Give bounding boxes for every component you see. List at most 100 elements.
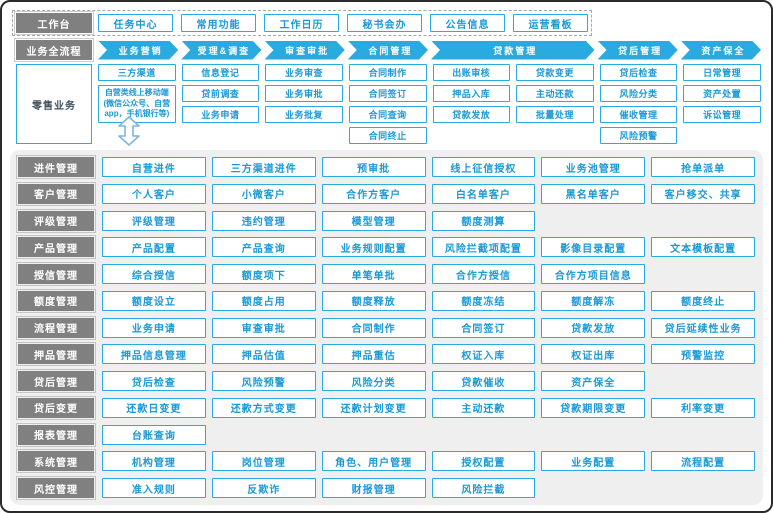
module-item[interactable]: 还款计划变更: [321, 397, 426, 418]
module-item[interactable]: 财报管理: [321, 478, 426, 498]
module-item[interactable]: 主动还款: [431, 397, 536, 418]
module-item[interactable]: 押品重估: [321, 344, 426, 365]
module-item[interactable]: 业务池管理: [541, 157, 646, 177]
retail-item[interactable]: 合同终止: [348, 127, 427, 144]
module-item[interactable]: 综合授信: [102, 264, 206, 284]
workbench-item[interactable]: 秘书会办: [347, 14, 422, 32]
module-item[interactable]: 风险预警: [211, 371, 316, 391]
retail-column: 业务审查业务审批业务批复: [265, 64, 343, 144]
module-item[interactable]: 流程配置: [651, 451, 755, 472]
module-item[interactable]: 风险分类: [321, 371, 426, 391]
module-item[interactable]: 产品配置: [102, 237, 206, 258]
retail-item[interactable]: 出账审核: [432, 64, 511, 81]
module-item[interactable]: 额度设立: [102, 290, 206, 311]
module-item[interactable]: 额度项下: [211, 264, 316, 284]
retail-item[interactable]: 自营类线上移动端(微信公众号、自营app，手机银行等): [98, 85, 176, 123]
module-item[interactable]: 额度释放: [321, 290, 426, 311]
workbench-item[interactable]: 常用功能: [181, 14, 256, 32]
module-item[interactable]: 额度终止: [651, 290, 755, 311]
module-item[interactable]: 合作方客户: [321, 183, 426, 204]
module-item[interactable]: 利率变更: [651, 397, 755, 418]
module-item[interactable]: 合同制作: [321, 317, 426, 338]
retail-item[interactable]: 贷款变更: [516, 64, 594, 81]
retail-item[interactable]: 催收管理: [599, 106, 678, 123]
retail-item[interactable]: 贷后检查: [599, 64, 678, 81]
retail-item[interactable]: 业务审查: [265, 64, 343, 81]
module-item[interactable]: 抢单派单: [651, 157, 755, 177]
module-item[interactable]: 风险拦截: [431, 478, 536, 498]
module-item[interactable]: 岗位管理: [211, 451, 316, 472]
retail-item[interactable]: 押品入库: [432, 85, 511, 102]
module-item[interactable]: 额度测算: [431, 210, 536, 231]
retail-item[interactable]: 三方渠道: [98, 64, 176, 81]
module-item[interactable]: 额度占用: [211, 290, 316, 311]
retail-item[interactable]: 贷款发放: [432, 106, 511, 123]
module-item[interactable]: 准入规则: [102, 478, 206, 498]
retail-item[interactable]: 诉讼管理: [683, 106, 761, 123]
module-item[interactable]: 预审批: [321, 157, 426, 177]
module-item[interactable]: 角色、用户管理: [321, 451, 426, 472]
module-item[interactable]: 合作方项目信息: [541, 264, 646, 284]
module-item[interactable]: 权证入库: [431, 344, 536, 365]
module-item[interactable]: 自营进件: [102, 157, 206, 177]
module-item[interactable]: 贷后延续性业务: [651, 317, 755, 338]
module-item[interactable]: 权证出库: [541, 344, 646, 365]
retail-item[interactable]: 日常管理: [683, 64, 761, 81]
module-item[interactable]: 黑名单客户: [541, 183, 646, 204]
retail-item[interactable]: 风险预警: [599, 127, 678, 144]
module-item[interactable]: 三方渠道进件: [211, 157, 316, 177]
retail-item[interactable]: 贷前调查: [181, 85, 260, 102]
module-item[interactable]: 风险拦截项配置: [431, 237, 536, 258]
retail-item[interactable]: 业务审批: [265, 85, 343, 102]
module-item[interactable]: 合作方授信: [431, 264, 536, 284]
module-item[interactable]: 合同签订: [431, 317, 536, 338]
module-item[interactable]: 审查审批: [211, 317, 316, 338]
retail-item[interactable]: 合同查询: [348, 106, 427, 123]
module-item[interactable]: 业务配置: [541, 451, 646, 472]
workbench-item[interactable]: 工作日历: [264, 14, 339, 32]
module-item[interactable]: 还款日变更: [102, 397, 206, 418]
module-item[interactable]: 额度冻结: [431, 290, 536, 311]
module-item[interactable]: 文本模板配置: [651, 237, 755, 258]
module-item[interactable]: 还款方式变更: [211, 397, 316, 418]
module-item[interactable]: 评级管理: [102, 210, 206, 231]
module-item[interactable]: 授权配置: [431, 451, 536, 472]
module-item[interactable]: 单笔单批: [321, 264, 426, 284]
module-item[interactable]: 贷后检查: [102, 371, 206, 391]
module-item[interactable]: 模型管理: [321, 210, 426, 231]
module-item[interactable]: 个人客户: [102, 183, 206, 204]
retail-item[interactable]: 批量处理: [516, 106, 594, 123]
module-item[interactable]: 业务申请: [102, 317, 206, 338]
module-item[interactable]: 违约管理: [211, 210, 316, 231]
retail-item[interactable]: 信息登记: [181, 64, 260, 81]
module-item[interactable]: 产品查询: [211, 237, 316, 258]
module-item[interactable]: 台账查询: [102, 424, 206, 445]
retail-item[interactable]: 主动还款: [516, 85, 594, 102]
workbench-item[interactable]: 运营看板: [513, 14, 588, 32]
retail-item[interactable]: 资产处置: [683, 85, 761, 102]
retail-item[interactable]: 合同签订: [348, 85, 427, 102]
module-item[interactable]: 反欺诈: [211, 478, 316, 498]
module-item[interactable]: 影像目录配置: [541, 237, 646, 258]
module-item[interactable]: 白名单客户: [431, 183, 536, 204]
retail-item[interactable]: 业务申请: [181, 106, 260, 123]
module-item[interactable]: 贷款发放: [541, 317, 646, 338]
workbench-item[interactable]: 任务中心: [98, 14, 173, 32]
module-item[interactable]: 机构管理: [102, 451, 206, 472]
module-item[interactable]: 客户移交、共享: [651, 183, 755, 204]
module-item[interactable]: 贷款催收: [431, 371, 536, 391]
retail-item[interactable]: 合同制作: [348, 64, 427, 81]
module-item[interactable]: 贷款期限变更: [541, 397, 646, 418]
module-item[interactable]: 业务规则配置: [321, 237, 426, 258]
module-item[interactable]: 线上征信授权: [431, 157, 536, 177]
module-item[interactable]: 额度解冻: [541, 290, 646, 311]
module-items: 机构管理 岗位管理 角色、用户管理 授权配置 业务配置 流程配置: [102, 451, 755, 472]
module-item[interactable]: 资产保全: [541, 371, 646, 391]
module-item[interactable]: 押品估值: [211, 344, 316, 365]
retail-item[interactable]: 业务批复: [265, 106, 343, 123]
workbench-item[interactable]: 公告信息: [430, 14, 505, 32]
module-item[interactable]: 预警监控: [651, 344, 755, 365]
module-item[interactable]: 小微客户: [211, 183, 316, 204]
retail-item[interactable]: 风险分类: [599, 85, 678, 102]
module-item[interactable]: 押品信息管理: [102, 344, 206, 365]
